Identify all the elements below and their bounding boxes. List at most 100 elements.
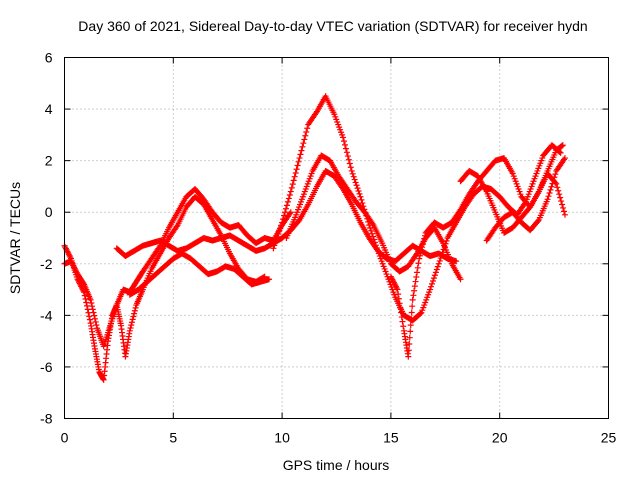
data-point — [344, 153, 351, 160]
data-point — [371, 239, 378, 246]
data-point — [552, 171, 559, 178]
data-point — [407, 322, 414, 329]
data-point — [545, 193, 552, 200]
y-tick-label: -2 — [40, 256, 53, 272]
axis-ticks — [64, 57, 609, 419]
data-point — [433, 266, 440, 273]
x-tick-labels: 0 5 10 15 20 25 — [61, 430, 617, 446]
data-point — [420, 238, 427, 245]
data-point — [372, 242, 379, 249]
data-point — [413, 273, 420, 280]
data-point — [406, 341, 413, 348]
data-point — [435, 260, 442, 267]
data-point — [92, 318, 99, 325]
data-point — [356, 190, 363, 197]
data-point — [436, 257, 443, 264]
data-point — [411, 287, 418, 294]
data-point — [370, 236, 377, 243]
data-point — [353, 182, 360, 189]
data-point — [429, 277, 436, 284]
series-sat-d — [126, 250, 273, 298]
data-point — [284, 198, 291, 205]
data-point — [300, 140, 307, 147]
data-point — [394, 286, 401, 293]
data-point — [354, 185, 361, 192]
data-point — [417, 310, 424, 317]
data-point — [395, 295, 402, 302]
y-tick-label: 6 — [45, 50, 53, 66]
data-point — [429, 280, 436, 287]
data-point — [431, 272, 438, 279]
data-point — [396, 300, 403, 307]
data-points — [61, 93, 568, 383]
data-point — [428, 283, 435, 290]
data-point — [549, 180, 556, 187]
data-point — [273, 236, 280, 243]
data-point — [414, 264, 421, 271]
data-point — [130, 313, 137, 320]
data-point — [405, 353, 412, 360]
y-tick-label: 4 — [45, 101, 53, 117]
data-point — [276, 228, 283, 235]
grid — [64, 57, 609, 419]
data-point — [551, 174, 558, 181]
data-point — [275, 230, 282, 237]
data-point — [131, 307, 138, 314]
data-point — [345, 156, 352, 163]
series-sat-b — [61, 193, 268, 383]
data-point — [560, 204, 567, 211]
series-sat-c — [113, 167, 460, 265]
data-point — [303, 128, 310, 135]
data-point — [347, 164, 354, 171]
data-point — [271, 242, 278, 249]
data-point — [559, 201, 566, 208]
data-point — [546, 190, 553, 197]
data-point — [544, 196, 551, 203]
data-point — [412, 278, 419, 285]
data-point — [409, 296, 416, 303]
data-point — [89, 306, 96, 313]
y-tick-label: -4 — [40, 307, 53, 323]
series-sat-a — [61, 186, 294, 350]
data-point — [287, 188, 294, 195]
data-point — [406, 334, 413, 341]
y-tick-label: 2 — [45, 153, 53, 169]
data-point — [292, 169, 299, 176]
data-point — [367, 224, 374, 231]
data-point — [282, 205, 289, 212]
data-point — [89, 303, 96, 310]
data-point — [343, 149, 350, 156]
data-point — [86, 316, 93, 323]
data-point — [291, 173, 298, 180]
series-sat-i — [483, 155, 568, 244]
data-point — [85, 309, 92, 316]
data-point — [83, 299, 90, 306]
data-point — [297, 151, 304, 158]
data-point — [410, 292, 417, 299]
data-point — [357, 193, 364, 200]
data-point — [86, 313, 93, 320]
data-point — [285, 195, 292, 202]
data-point — [437, 255, 444, 262]
data-point — [397, 304, 404, 311]
data-point — [409, 303, 416, 310]
data-point — [296, 155, 303, 162]
data-point — [421, 235, 428, 242]
data-point — [293, 166, 300, 173]
data-point — [369, 230, 376, 237]
data-point — [298, 147, 305, 154]
data-point — [398, 314, 405, 321]
data-point — [434, 263, 441, 270]
data-point — [558, 198, 565, 205]
data-point — [295, 158, 302, 165]
data-point — [81, 289, 88, 296]
data-point — [131, 310, 138, 317]
data-point — [457, 276, 464, 283]
x-tick-label: 25 — [601, 430, 617, 446]
data-point — [91, 312, 98, 319]
data-point — [432, 269, 439, 276]
data-point — [547, 186, 554, 193]
data-point — [430, 275, 437, 282]
data-point — [408, 315, 415, 322]
data-point — [83, 302, 90, 309]
